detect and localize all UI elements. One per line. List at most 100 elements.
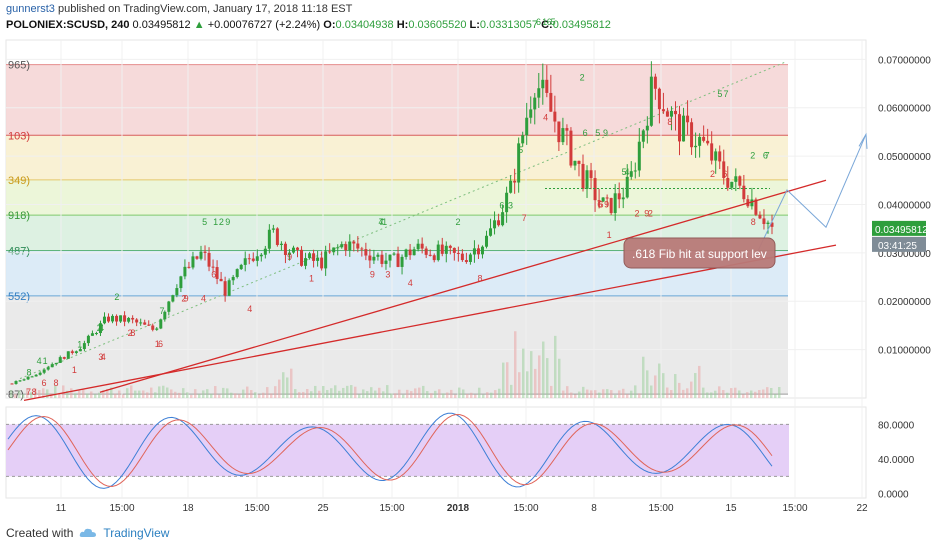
candle-body <box>420 243 424 249</box>
volume-bar <box>218 394 221 398</box>
candle-body <box>151 325 155 330</box>
td-label-green: 4 <box>37 356 42 366</box>
candle-body <box>26 376 30 380</box>
td-label-green: 6 <box>583 128 588 138</box>
candle-body <box>682 115 686 142</box>
candle-body <box>557 121 561 143</box>
time-axis-tick: 18 <box>182 503 194 514</box>
candle-body <box>460 253 464 261</box>
volume-bar <box>342 387 345 398</box>
volume-bar <box>738 390 741 398</box>
volume-bar <box>418 387 421 398</box>
td-label-red: 8 <box>32 387 37 397</box>
candle-body <box>468 254 472 262</box>
volume-bar <box>578 391 581 398</box>
td-label-green: 6 <box>547 17 552 27</box>
volume-bar <box>426 391 429 398</box>
candle-body <box>42 369 46 373</box>
volume-bar <box>702 387 705 398</box>
volume-bar <box>34 388 37 398</box>
volume-bar <box>130 385 133 398</box>
candle-body <box>30 376 34 378</box>
candle-body <box>328 251 332 253</box>
volume-bar <box>570 392 573 398</box>
candle-body <box>533 97 537 110</box>
volume-bar <box>358 394 361 398</box>
volume-bar <box>86 393 89 398</box>
volume-bar <box>138 390 141 398</box>
volume-bar <box>618 390 621 398</box>
volume-bar <box>434 390 437 398</box>
td-label-red: 9 <box>287 252 292 262</box>
candle-body <box>710 143 714 161</box>
volume-bar <box>314 385 317 398</box>
candle-body <box>38 372 42 375</box>
stoch-k-line <box>7 412 773 489</box>
candle-body <box>754 199 758 215</box>
td-label-red: 8 <box>478 274 483 284</box>
td-label-green: 3 <box>508 200 513 210</box>
gridlines <box>6 40 866 498</box>
time-axis-tick: 15:00 <box>782 503 807 514</box>
projection-path <box>756 134 867 254</box>
candle-body <box>428 254 432 256</box>
td-label-red: 4 <box>101 352 106 362</box>
candle-body <box>171 295 175 302</box>
volume-bar <box>182 388 185 398</box>
volume-bar <box>454 394 457 398</box>
td-label-green: 2 <box>97 323 102 333</box>
candle-body <box>750 199 754 207</box>
volume-bar <box>486 392 489 398</box>
time-axis-tick: 25 <box>317 503 329 514</box>
candle-body <box>456 252 460 254</box>
volume-bar <box>222 387 225 398</box>
candle-body <box>392 253 396 255</box>
time-axis-tick: 8 <box>591 503 597 514</box>
tradingview-brand[interactable]: TradingView <box>103 526 170 540</box>
candle-body <box>525 117 529 136</box>
td-label-green: 5 <box>202 217 207 227</box>
volume-bar <box>430 393 433 398</box>
td-label-green: 1 <box>382 217 387 227</box>
candle-body <box>78 349 82 352</box>
volume-bar <box>246 386 249 398</box>
annotation-box <box>623 237 776 269</box>
volume-bar <box>18 390 21 398</box>
volume-bar <box>382 391 385 398</box>
volume-bar <box>118 390 121 398</box>
volume-bar <box>682 389 685 398</box>
volume-bar <box>694 373 697 398</box>
candle-body <box>308 253 312 259</box>
td-label-red: 1 <box>72 365 77 375</box>
publisher-username[interactable]: gunnerst3 <box>6 3 55 15</box>
candle-body <box>509 180 513 193</box>
candle-body <box>649 76 653 126</box>
volume-bar <box>94 394 97 398</box>
time-axis: 11 15:00 18 15:00 25 15:00 2018 15:00 8 15:00 15 15… <box>56 503 868 514</box>
candle-body <box>207 252 211 267</box>
td-label-green: 7 <box>97 323 102 333</box>
candle-body <box>360 248 364 250</box>
candle-body <box>464 260 468 262</box>
volume-bar <box>526 371 529 398</box>
open-value: 0.03404938 <box>335 19 394 31</box>
volume-bar <box>670 390 673 398</box>
volume-bar <box>282 372 285 398</box>
candle-body <box>489 228 493 236</box>
candle-body <box>219 278 223 282</box>
candle-body <box>155 328 159 330</box>
candle-body <box>159 319 163 329</box>
volume-bar <box>166 387 169 398</box>
fib-zone <box>6 135 788 180</box>
volume-bar <box>226 388 229 398</box>
candle-body <box>267 229 271 249</box>
candle-body <box>537 88 541 98</box>
fib-level-label: 487) <box>8 245 30 257</box>
fib-level-label: 349) <box>8 175 30 187</box>
candle-body <box>135 319 139 323</box>
fib-level-label: 965) <box>8 60 30 72</box>
volume-bar <box>170 389 173 398</box>
candle-body <box>484 235 488 247</box>
last-price-label: 0.03495812 <box>875 225 928 236</box>
